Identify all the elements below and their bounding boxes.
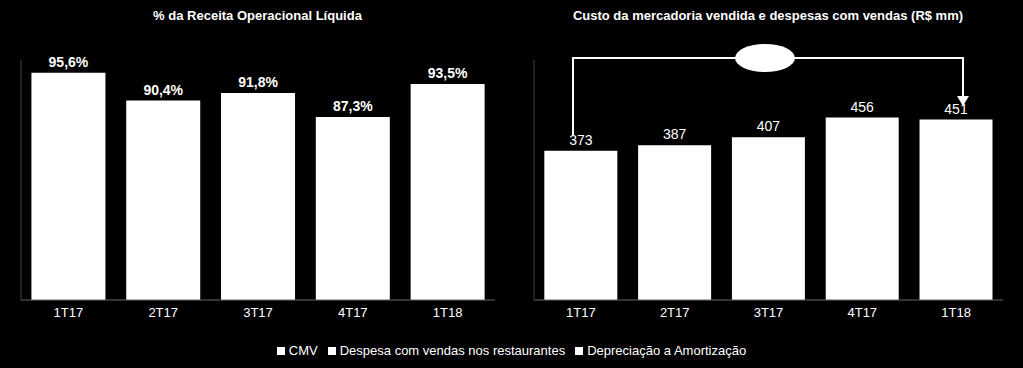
- svg-text:2T17: 2T17: [660, 305, 690, 320]
- html-text:Despesa com vendas nos restaur: Despesa com vendas nos restaurantes: [339, 343, 566, 358]
- svg-text:1T17: 1T17: [54, 305, 84, 320]
- svg-text:4T17: 4T17: [847, 305, 877, 320]
- html-text:Depreciação a Amortização: Depreciação a Amortização: [587, 343, 747, 358]
- svg-text:1T17: 1T17: [566, 305, 596, 320]
- svg-text:373: 373: [569, 131, 593, 148]
- svg-text:1T18: 1T18: [433, 305, 463, 320]
- svg-text:91,8%: 91,8%: [238, 74, 278, 90]
- svg-text:407: 407: [757, 118, 781, 134]
- svg-text:93,5%: 93,5%: [428, 65, 468, 81]
- svg-text:4T17: 4T17: [338, 305, 368, 320]
- html-text:CMV: CMV: [288, 343, 318, 358]
- html-text:Custo da mercadoria vendida e: Custo da mercadoria vendida e despesas c…: [572, 8, 964, 23]
- svg-text:387: 387: [663, 126, 687, 142]
- svg-text:3T17: 3T17: [243, 305, 273, 320]
- svg-text:451: 451: [944, 100, 968, 117]
- svg-text:1T18: 1T18: [941, 305, 971, 320]
- svg-text:456: 456: [851, 99, 875, 115]
- svg-text:87,3%: 87,3%: [333, 98, 373, 114]
- svg-text:95,6%: 95,6%: [49, 54, 89, 70]
- svg-text:3T17: 3T17: [754, 305, 784, 320]
- svg-text:2T17: 2T17: [148, 305, 178, 320]
- svg-text:90,4%: 90,4%: [143, 82, 183, 98]
- html-text:% da Receita Operacional Líqui: % da Receita Operacional Líquida: [153, 8, 362, 23]
